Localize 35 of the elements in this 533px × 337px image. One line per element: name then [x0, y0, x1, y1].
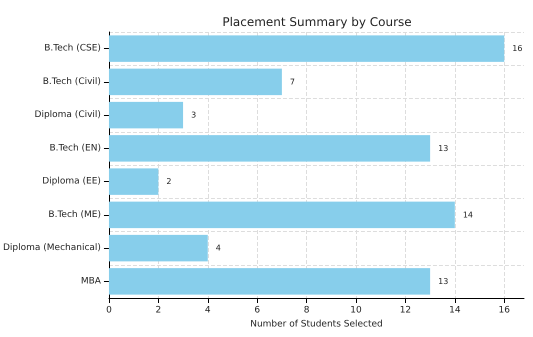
bar: [108, 135, 430, 162]
data-label: 14: [462, 210, 474, 220]
x-tick-label: 0: [106, 306, 112, 316]
y-tick-label: Diploma (Mechanical): [2, 243, 101, 254]
chart-title: Placement Summary by Course: [222, 15, 412, 29]
y-tick-label: B.Tech (ME): [48, 210, 101, 220]
y-tick-label: Diploma (Civil): [34, 110, 101, 120]
bar: [108, 234, 208, 262]
bar: [108, 168, 158, 195]
data-label: 7: [290, 77, 295, 86]
data-label: 13: [438, 276, 448, 286]
y-tick-label: B.Tech (Civil): [42, 76, 101, 87]
x-tick-label: 10: [350, 306, 362, 316]
x-tick-label: 2: [155, 306, 162, 316]
x-tick-label: 12: [400, 306, 412, 316]
x-tick-label: 6: [254, 306, 260, 316]
x-tick-label: 14: [449, 306, 461, 316]
x-tick-label: 4: [204, 306, 211, 316]
data-label: 16: [512, 44, 522, 54]
bar: [108, 202, 455, 228]
data-label: 3: [191, 110, 196, 120]
y-tick-label: Diploma (EE): [42, 176, 101, 187]
y-tick-label: B.Tech (CSE): [44, 44, 101, 54]
bar: [108, 35, 504, 62]
x-tick-label: 8: [304, 306, 310, 316]
y-tick-label: B.Tech (EN): [49, 143, 101, 154]
data-label: 13: [438, 144, 448, 153]
bar: [108, 102, 184, 128]
data-label: 4: [216, 244, 221, 253]
data-label: 2: [166, 177, 172, 186]
x-tick-label: 16: [498, 306, 510, 316]
bar: [108, 68, 282, 96]
bar: [108, 268, 430, 295]
x-axis-title: Number of Students Selected: [250, 319, 383, 330]
y-tick-label: MBA: [80, 276, 102, 286]
